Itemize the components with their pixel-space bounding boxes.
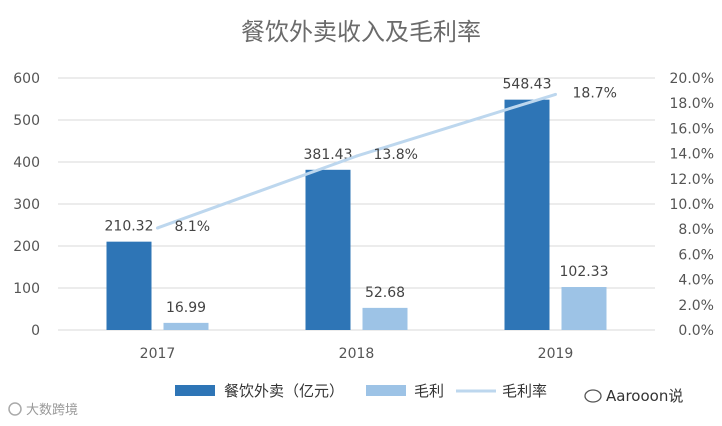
right-tick-label: 4.0%	[678, 273, 714, 289]
right-tick-label: 16.0%	[670, 121, 714, 137]
legend-label-margin: 毛利率	[502, 382, 547, 400]
margin-line-path	[156, 92, 556, 230]
x-tick-label: 2017	[140, 346, 176, 362]
bar-profit	[362, 307, 408, 330]
data-label: 548.43	[503, 77, 552, 93]
bar-profit	[561, 287, 607, 330]
right-tick-label: 10.0%	[670, 197, 714, 213]
x-tick-label: 2018	[339, 346, 375, 362]
legend-label-revenue: 餐饮外卖（亿元）	[224, 382, 344, 400]
left-tick-label: 600	[13, 71, 40, 87]
right-tick-label: 14.0%	[670, 147, 714, 163]
data-label: 102.33	[560, 264, 609, 280]
margin-point	[355, 154, 358, 158]
bar-revenue	[106, 241, 152, 330]
bar-profit	[163, 322, 209, 330]
watermark-right-text: Aarooon说	[606, 387, 683, 405]
data-label: 13.8%	[374, 147, 418, 163]
legend-label-profit: 毛利	[414, 382, 444, 400]
data-label: 16.99	[166, 300, 206, 316]
watermark-right: Aarooon说	[584, 387, 683, 405]
data-label: 8.1%	[175, 219, 211, 235]
legend-swatch-profit	[366, 385, 406, 396]
data-label: 381.43	[304, 147, 353, 163]
legend-swatch-revenue	[175, 385, 215, 396]
bars: 210.32 381.43 548.43 16.99 52.68 102.33	[105, 77, 609, 331]
left-tick-label: 300	[13, 197, 40, 213]
left-tick-label: 500	[13, 113, 40, 129]
bar-revenue	[504, 99, 550, 331]
watermark-left-text: 大数跨境	[26, 403, 78, 418]
right-axis: 0.0% 2.0% 4.0% 6.0% 8.0% 10.0% 12.0% 14.0% 16.0%…	[670, 71, 714, 339]
wechat-icon	[584, 389, 602, 403]
margin-line: 8.1% 13.8% 18.7%	[156, 85, 617, 235]
right-tick-label: 8.0%	[678, 222, 714, 238]
data-label: 210.32	[105, 219, 154, 235]
x-tick-label: 2019	[538, 346, 574, 362]
right-tick-label: 2.0%	[678, 298, 714, 314]
chart-title: 餐饮外卖收入及毛利率	[241, 18, 481, 46]
right-tick-label: 12.0%	[670, 172, 714, 188]
right-tick-label: 0.0%	[678, 323, 714, 339]
data-label: 52.68	[365, 285, 405, 301]
margin-point	[554, 92, 557, 96]
watermark-logo-icon	[8, 402, 22, 416]
left-tick-label: 200	[13, 239, 40, 255]
left-tick-label: 100	[13, 281, 40, 297]
left-axis: 0 100 200 300 400 500 600	[13, 71, 40, 339]
left-tick-label: 400	[13, 155, 40, 171]
legend: 餐饮外卖（亿元） 毛利 毛利率	[175, 382, 547, 400]
data-label: 18.7%	[573, 85, 617, 101]
left-tick-label: 0	[31, 323, 40, 339]
margin-point	[156, 226, 159, 230]
right-tick-label: 6.0%	[678, 247, 714, 263]
right-tick-label: 20.0%	[670, 71, 714, 87]
x-axis: 2017 2018 2019	[140, 346, 574, 362]
watermark-left: 大数跨境	[8, 402, 78, 418]
right-tick-label: 18.0%	[670, 96, 714, 112]
grid	[58, 77, 655, 331]
bar-revenue	[305, 169, 351, 330]
